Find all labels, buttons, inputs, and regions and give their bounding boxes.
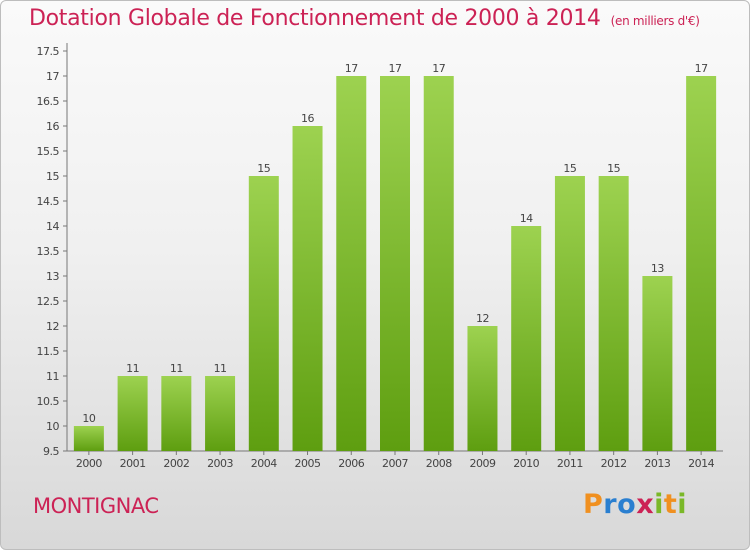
bar — [336, 76, 367, 451]
bar — [205, 376, 236, 451]
x-tick-label: 2011 — [557, 457, 583, 470]
chart-title: Dotation Globale de Fonctionnement de 20… — [29, 6, 700, 31]
x-tick-label: 2009 — [469, 457, 495, 470]
y-tick-label: 13.5 — [37, 245, 60, 258]
bar — [686, 76, 717, 451]
logo-letter: o — [617, 489, 637, 520]
bar-value-label: 11 — [170, 362, 183, 375]
x-tick-label: 2001 — [120, 457, 146, 470]
bar — [380, 76, 410, 451]
y-tick-label: 10.5 — [37, 395, 60, 408]
bar-value-label: 17 — [389, 62, 402, 75]
y-tick-label: 11.5 — [37, 345, 60, 358]
bar-value-label: 15 — [257, 162, 270, 175]
x-tick-label: 2012 — [601, 457, 627, 470]
bar — [292, 126, 323, 451]
x-tick-label: 2014 — [688, 457, 714, 470]
logo-letter: i — [677, 489, 688, 520]
y-tick-label: 17.5 — [37, 45, 60, 58]
x-tick-label: 2000 — [76, 457, 102, 470]
bar-value-label: 14 — [520, 212, 533, 225]
bar-value-label: 11 — [214, 362, 227, 375]
y-tick-label: 11 — [46, 370, 59, 383]
bar — [161, 376, 192, 451]
logo-letter: x — [636, 489, 655, 520]
x-tick-label: 2002 — [163, 457, 189, 470]
bar — [73, 426, 104, 451]
bar-value-label: 15 — [563, 162, 576, 175]
bar — [598, 176, 629, 451]
x-tick-label: 2006 — [338, 457, 364, 470]
logo-letter: t — [663, 489, 678, 520]
bar-value-label: 15 — [607, 162, 620, 175]
x-tick-label: 2005 — [295, 457, 321, 470]
bar — [642, 276, 673, 451]
bar-value-label: 13 — [651, 262, 664, 275]
x-tick-label: 2007 — [382, 457, 408, 470]
bar — [554, 176, 585, 451]
bar-value-label: 16 — [301, 112, 314, 125]
bar-value-label: 17 — [695, 62, 708, 75]
x-tick-label: 2013 — [644, 457, 670, 470]
y-tick-label: 9.5 — [43, 445, 59, 458]
x-tick-label: 2003 — [207, 457, 233, 470]
bar — [117, 376, 148, 451]
bar — [423, 76, 454, 451]
bar-value-label: 17 — [432, 62, 445, 75]
y-tick-label: 15.5 — [37, 145, 60, 158]
bar — [511, 226, 542, 451]
x-tick-label: 2008 — [426, 457, 452, 470]
bar — [248, 176, 279, 451]
y-tick-label: 14.5 — [37, 195, 60, 208]
y-tick-label: 13 — [46, 270, 59, 283]
logo-letter: r — [603, 489, 618, 520]
y-tick-label: 14 — [46, 220, 59, 233]
commune-name: MONTIGNAC — [33, 494, 159, 518]
bar-value-label: 17 — [345, 62, 358, 75]
logo-letter: P — [583, 489, 604, 520]
logo-letter: i — [654, 489, 664, 520]
y-tick-label: 15 — [46, 170, 59, 183]
bar-value-label: 12 — [476, 312, 489, 325]
y-tick-label: 10 — [46, 420, 59, 433]
chart-subtitle: (en milliers d'€) — [610, 14, 700, 28]
bar-value-label: 10 — [82, 412, 95, 425]
y-tick-label: 16.5 — [37, 95, 60, 108]
y-tick-label: 16 — [46, 120, 59, 133]
y-tick-label: 12.5 — [37, 295, 60, 308]
proxiti-logo: Proxiti — [583, 489, 687, 520]
y-tick-label: 12 — [46, 320, 59, 333]
chart-title-text: Dotation Globale de Fonctionnement de 20… — [29, 6, 601, 31]
bar-value-label: 11 — [126, 362, 139, 375]
y-tick-label: 17 — [46, 70, 59, 83]
bar — [467, 326, 498, 451]
x-tick-label: 2010 — [513, 457, 539, 470]
x-tick-label: 2004 — [251, 457, 277, 470]
